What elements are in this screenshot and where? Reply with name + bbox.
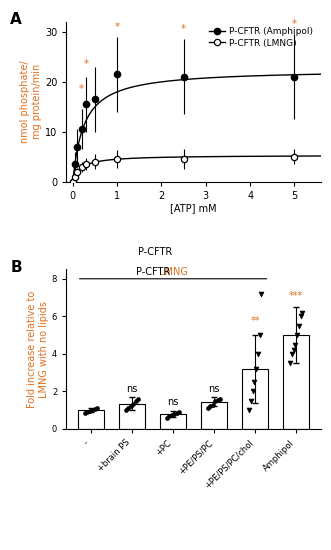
Bar bbox=[283, 335, 309, 429]
Text: *: * bbox=[292, 19, 297, 30]
Bar bbox=[119, 404, 145, 429]
Text: ns: ns bbox=[209, 384, 220, 394]
Y-axis label: nmol phosphate/
mg protein/min: nmol phosphate/ mg protein/min bbox=[21, 60, 42, 143]
Legend: P-CFTR (Amphipol), P-CFTR (LMNG): P-CFTR (Amphipol), P-CFTR (LMNG) bbox=[206, 23, 316, 51]
Text: ***: *** bbox=[289, 292, 303, 301]
Text: *: * bbox=[84, 59, 89, 69]
Text: P-CFTR: P-CFTR bbox=[138, 246, 172, 257]
Text: A: A bbox=[10, 13, 22, 28]
Bar bbox=[242, 369, 268, 429]
Text: *: * bbox=[181, 24, 186, 35]
Text: P-CFTR: P-CFTR bbox=[135, 267, 170, 277]
X-axis label: [ATP] mM: [ATP] mM bbox=[170, 204, 217, 213]
Bar bbox=[160, 414, 186, 429]
Text: **: ** bbox=[250, 316, 260, 326]
Y-axis label: Fold increase relative to
LMNG with no lipids: Fold increase relative to LMNG with no l… bbox=[27, 290, 49, 408]
Bar bbox=[78, 410, 105, 429]
Text: B: B bbox=[10, 260, 22, 275]
Text: *: * bbox=[79, 84, 84, 94]
Text: LMNG: LMNG bbox=[159, 267, 188, 277]
Text: ns: ns bbox=[126, 384, 138, 394]
Text: *: * bbox=[115, 22, 120, 32]
Text: ns: ns bbox=[167, 398, 179, 408]
Bar bbox=[201, 402, 227, 429]
